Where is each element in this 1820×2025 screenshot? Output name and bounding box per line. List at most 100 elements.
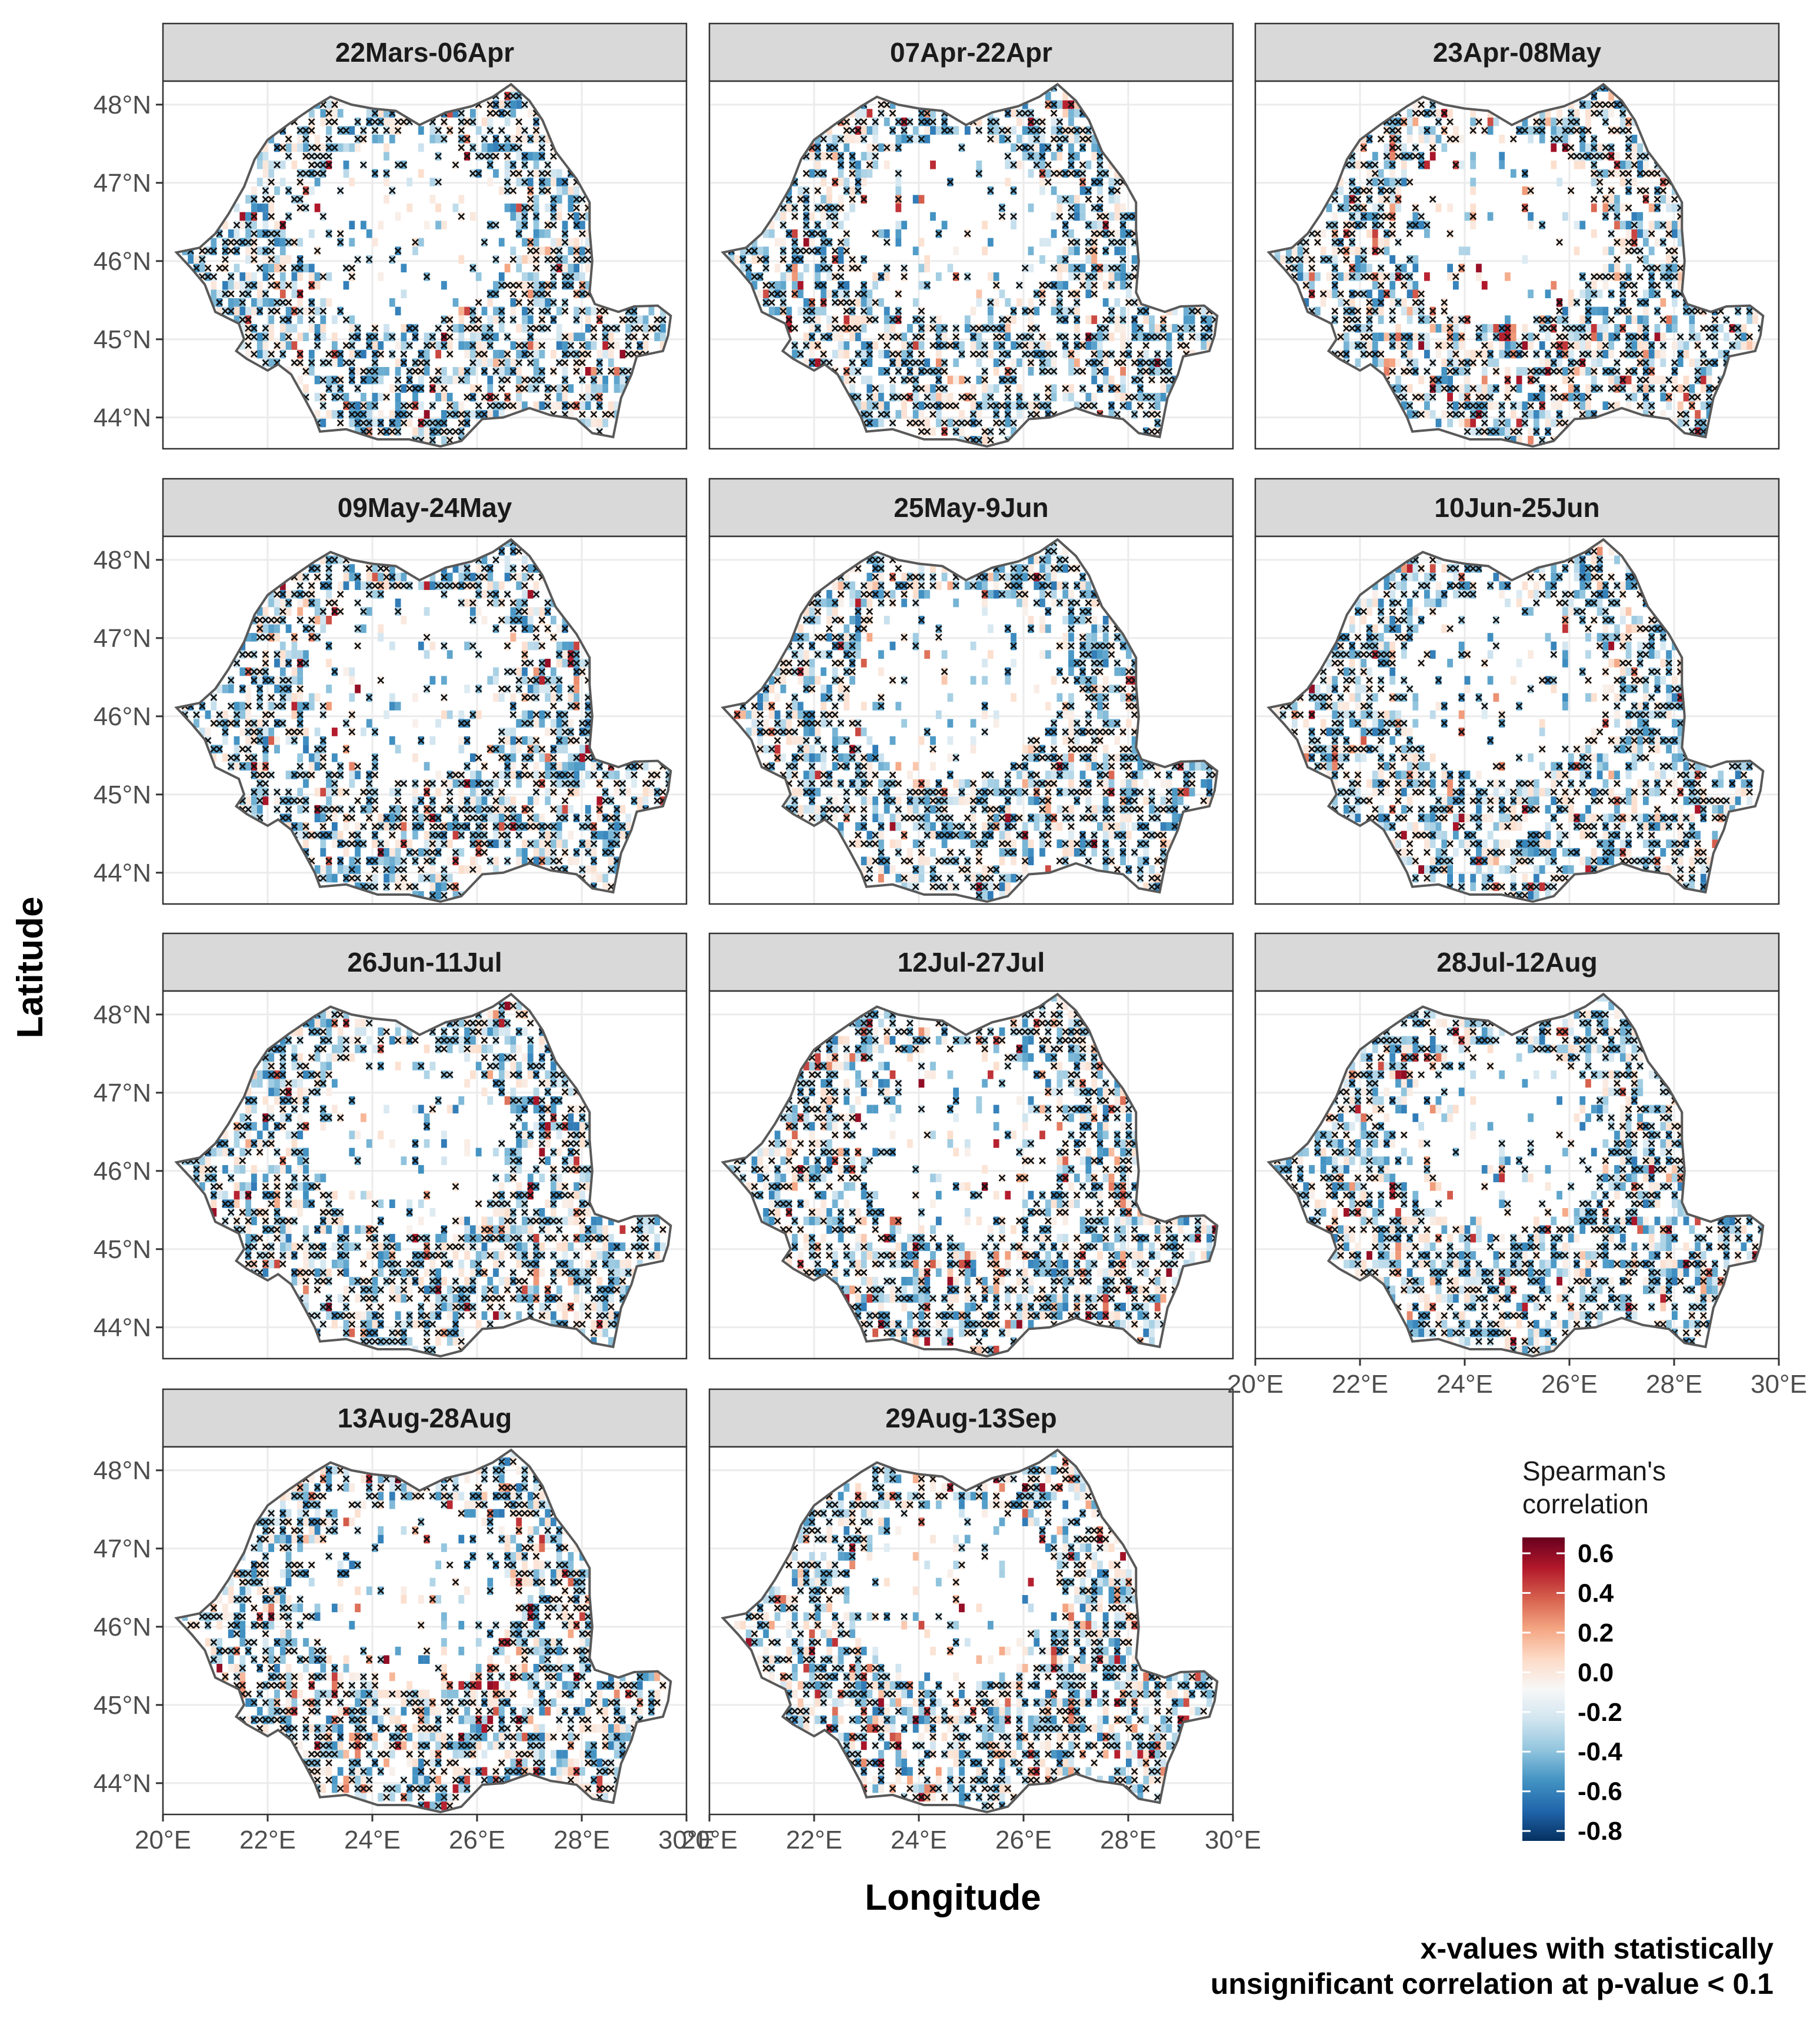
correlation-cell: [1406, 289, 1413, 298]
correlation-cell: [826, 289, 832, 298]
insignificant-cross-marker: [1406, 402, 1414, 409]
insignificant-cross-marker: [394, 161, 402, 169]
insignificant-cross-marker: [515, 299, 523, 306]
correlation-cell: [556, 169, 562, 178]
correlation-cell: [1585, 289, 1591, 298]
insignificant-cross-marker: [561, 385, 569, 392]
correlation-cell: [1672, 341, 1678, 350]
correlation-cell: [510, 306, 516, 316]
correlation-cell: [1074, 152, 1080, 161]
insignificant-cross-marker: [1125, 230, 1132, 238]
correlation-cell: [470, 212, 476, 221]
insignificant-cross-marker: [1073, 333, 1081, 341]
insignificant-cross-marker: [342, 359, 350, 366]
facet-panel: 07Apr-22Apr: [708, 22, 1234, 450]
correlation-cell: [1551, 143, 1557, 152]
insignificant-cross-marker: [860, 308, 868, 315]
correlation-cell: [1539, 341, 1545, 350]
insignificant-cross-marker: [607, 342, 615, 349]
correlation-cell: [912, 367, 919, 376]
correlation-cell: [1062, 100, 1069, 109]
insignificant-cross-marker: [613, 325, 621, 332]
correlation-cell: [1051, 384, 1057, 393]
correlation-cell: [1677, 418, 1684, 428]
correlation-cell: [1028, 367, 1034, 376]
correlation-cell: [970, 306, 976, 316]
insignificant-cross-marker: [802, 187, 810, 195]
insignificant-cross-marker: [1389, 333, 1396, 341]
correlation-cell: [545, 178, 551, 186]
insignificant-cross-marker: [1395, 273, 1402, 281]
correlation-cell: [1602, 263, 1609, 273]
correlation-cell: [406, 203, 413, 212]
correlation-cell: [1660, 358, 1666, 367]
correlation-cell: [1406, 109, 1413, 118]
correlation-cell: [256, 332, 263, 342]
correlation-cell: [1074, 349, 1080, 359]
correlation-cell: [935, 410, 942, 419]
correlation-cell: [412, 427, 418, 436]
correlation-cell: [1091, 143, 1098, 152]
insignificant-cross-marker: [1452, 135, 1459, 143]
insignificant-cross-marker: [296, 308, 304, 315]
insignificant-cross-marker: [216, 299, 224, 306]
insignificant-cross-marker: [268, 247, 275, 255]
insignificant-cross-marker: [1348, 273, 1356, 281]
correlation-cell: [378, 392, 384, 402]
insignificant-cross-marker: [1108, 308, 1115, 315]
insignificant-cross-marker: [1377, 221, 1385, 229]
correlation-cell: [1424, 229, 1430, 238]
insignificant-cross-marker: [1079, 144, 1086, 151]
insignificant-cross-marker: [1021, 402, 1029, 409]
correlation-cell: [1114, 315, 1121, 324]
insignificant-cross-marker: [998, 419, 1006, 427]
insignificant-cross-marker: [1418, 101, 1425, 108]
correlation-cell: [780, 281, 786, 290]
insignificant-cross-marker: [521, 152, 528, 160]
insignificant-cross-marker: [573, 290, 581, 298]
correlation-cell: [1602, 203, 1609, 212]
correlation-cell: [1741, 323, 1747, 333]
correlation-cell: [642, 341, 649, 350]
insignificant-cross-marker: [814, 152, 822, 160]
insignificant-cross-marker: [1044, 385, 1052, 392]
correlation-cell: [964, 315, 971, 324]
correlation-cell: [256, 349, 263, 359]
insignificant-cross-marker: [1206, 325, 1213, 332]
correlation-cell: [895, 238, 902, 247]
insignificant-cross-marker: [314, 152, 321, 160]
correlation-cell: [279, 229, 286, 238]
insignificant-cross-marker: [1033, 290, 1041, 298]
insignificant-cross-marker: [469, 316, 476, 323]
correlation-cell: [976, 289, 982, 298]
insignificant-cross-marker: [314, 144, 321, 151]
correlation-cell: [884, 117, 890, 126]
insignificant-cross-marker: [998, 213, 1006, 220]
correlation-cell: [1435, 203, 1442, 212]
correlation-cell: [964, 126, 971, 135]
correlation-cell: [1666, 203, 1672, 212]
insignificant-cross-marker: [1004, 376, 1012, 383]
insignificant-cross-marker: [1377, 178, 1385, 186]
correlation-cell: [1614, 195, 1620, 204]
insignificant-cross-marker: [550, 213, 557, 220]
insignificant-cross-marker: [504, 351, 511, 358]
correlation-cell: [1401, 298, 1407, 307]
correlation-cell: [1654, 375, 1661, 385]
insignificant-cross-marker: [1050, 109, 1058, 117]
insignificant-cross-marker: [1337, 290, 1344, 298]
correlation-cell: [1051, 298, 1057, 307]
insignificant-cross-marker: [245, 316, 252, 323]
correlation-cell: [844, 349, 850, 359]
insignificant-cross-marker: [221, 239, 229, 246]
correlation-cell: [1689, 384, 1695, 393]
insignificant-cross-marker: [1424, 109, 1431, 117]
insignificant-cross-marker: [578, 359, 586, 366]
insignificant-cross-marker: [1114, 264, 1121, 272]
insignificant-cross-marker: [791, 342, 798, 349]
correlation-cell: [838, 169, 844, 178]
insignificant-cross-marker: [654, 325, 661, 332]
insignificant-cross-marker: [901, 359, 908, 366]
insignificant-cross-marker: [302, 135, 309, 143]
correlation-cell: [1062, 246, 1069, 255]
